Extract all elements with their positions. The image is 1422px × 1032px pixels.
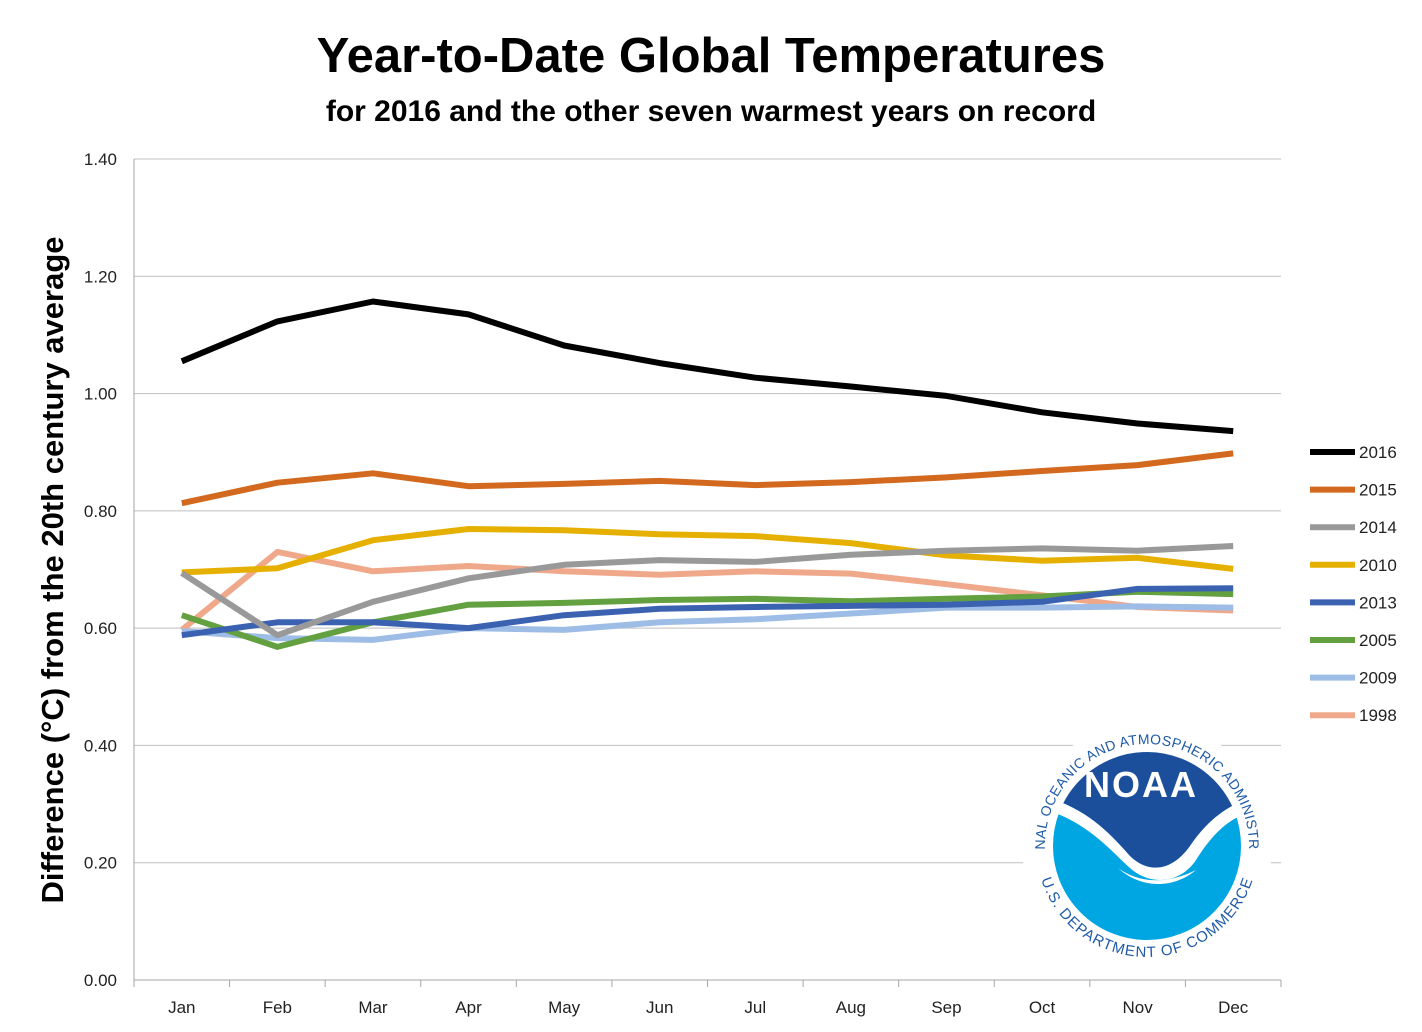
series-lines <box>179 298 1234 650</box>
series-line-2015 <box>181 450 1234 507</box>
legend-label-1998: 1998 <box>1359 706 1397 725</box>
legend-label-2005: 2005 <box>1359 631 1397 650</box>
x-tick-label: Sep <box>931 998 961 1017</box>
x-tick-label: Nov <box>1123 998 1154 1017</box>
chart-title: Year-to-Date Global Temperatures <box>317 29 1106 83</box>
legend-label-2016: 2016 <box>1359 443 1397 462</box>
x-tick-label: Mar <box>358 998 388 1017</box>
series-line-2009 <box>181 603 1234 643</box>
series-line-2016 <box>180 298 1234 435</box>
x-tick-label: Jun <box>646 998 673 1017</box>
series-line-2014 <box>180 543 1234 639</box>
y-axis-label: Difference (°C) from the 20th century av… <box>35 236 70 903</box>
y-tick-label: 0.80 <box>84 502 117 521</box>
y-tick-label: 0.20 <box>84 854 117 873</box>
x-tick-label: Jul <box>744 998 766 1017</box>
x-tick-label: Apr <box>455 998 482 1017</box>
y-tick-label: 0.00 <box>84 971 117 990</box>
x-axis-ticks: Jan Feb Mar Apr May Jun Jul Aug Sep Oct Nov Dec <box>133 980 1282 1017</box>
legend: 2016 2015 2014 2010 2013 2005 2009 1998 <box>1310 443 1397 725</box>
y-tick-label: 1.00 <box>84 385 117 404</box>
legend-label-2009: 2009 <box>1359 669 1397 688</box>
x-tick-label: Oct <box>1029 998 1056 1017</box>
x-tick-label: Jan <box>168 998 195 1017</box>
y-tick-label: 0.60 <box>84 619 117 638</box>
logo-noaa-text: NOAA <box>1084 764 1198 805</box>
legend-label-2013: 2013 <box>1359 593 1397 612</box>
y-tick-label: 1.40 <box>84 150 117 169</box>
y-tick-label: 0.40 <box>84 736 117 755</box>
legend-label-2015: 2015 <box>1359 481 1397 500</box>
legend-label-2014: 2014 <box>1359 518 1397 537</box>
x-tick-label: Dec <box>1218 998 1249 1017</box>
series-line-2010 <box>181 526 1234 576</box>
y-axis-ticks: 0.00 0.20 0.40 0.60 0.80 1.00 1.20 1.40 <box>84 150 117 990</box>
x-tick-label: Feb <box>263 998 292 1017</box>
x-tick-label: Aug <box>836 998 866 1017</box>
legend-label-2010: 2010 <box>1359 556 1397 575</box>
x-tick-label: May <box>548 998 581 1017</box>
noaa-logo: NATIONAL OCEANIC AND ATMOSPHERIC ADMINIS… <box>0 0 1262 962</box>
series-line-2013 <box>181 585 1234 639</box>
y-tick-label: 1.20 <box>84 267 117 286</box>
series-line-2005 <box>180 588 1234 650</box>
chart-subtitle: for 2016 and the other seven warmest yea… <box>326 95 1096 128</box>
